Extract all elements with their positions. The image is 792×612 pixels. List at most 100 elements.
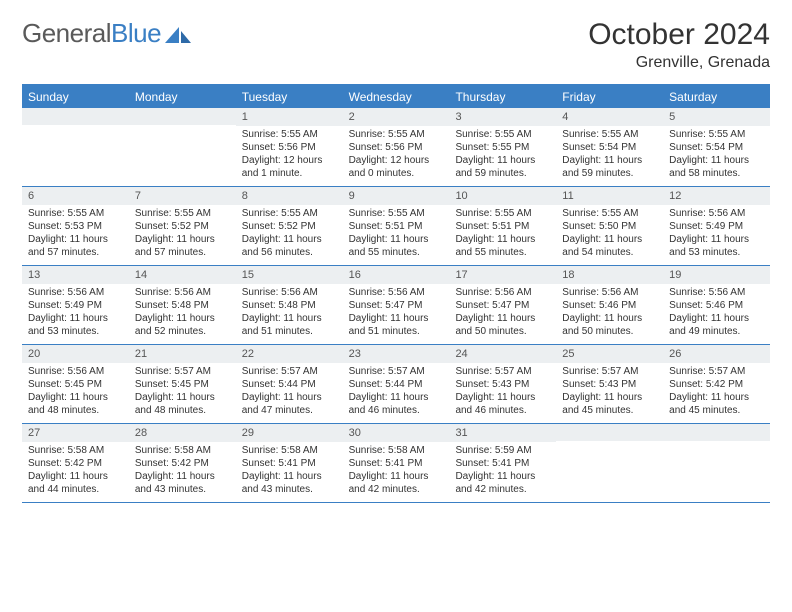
day-cell: 4Sunrise: 5:55 AMSunset: 5:54 PMDaylight… [556,108,663,186]
sunrise-line: Sunrise: 5:55 AM [669,128,764,141]
day-details: Sunrise: 5:57 AMSunset: 5:44 PMDaylight:… [236,363,343,421]
daylight-line: Daylight: 11 hours and 51 minutes. [242,312,337,338]
sunset-line: Sunset: 5:49 PM [28,299,123,312]
day-details: Sunrise: 5:56 AMSunset: 5:48 PMDaylight:… [129,284,236,342]
day-details: Sunrise: 5:55 AMSunset: 5:53 PMDaylight:… [22,205,129,263]
sunrise-line: Sunrise: 5:55 AM [28,207,123,220]
day-details: Sunrise: 5:57 AMSunset: 5:43 PMDaylight:… [449,363,556,421]
sunrise-line: Sunrise: 5:56 AM [242,286,337,299]
day-details: Sunrise: 5:55 AMSunset: 5:52 PMDaylight:… [129,205,236,263]
day-number: 4 [556,108,663,126]
day-details: Sunrise: 5:55 AMSunset: 5:51 PMDaylight:… [343,205,450,263]
day-cell: 30Sunrise: 5:58 AMSunset: 5:41 PMDayligh… [343,424,450,502]
day-number: 11 [556,187,663,205]
sunrise-line: Sunrise: 5:55 AM [562,207,657,220]
dow-friday: Friday [556,86,663,108]
sunrise-line: Sunrise: 5:55 AM [242,128,337,141]
daylight-line: Daylight: 11 hours and 59 minutes. [562,154,657,180]
daylight-line: Daylight: 11 hours and 48 minutes. [28,391,123,417]
day-of-week-row: SundayMondayTuesdayWednesdayThursdayFrid… [22,86,770,108]
day-cell: 10Sunrise: 5:55 AMSunset: 5:51 PMDayligh… [449,187,556,265]
dow-wednesday: Wednesday [343,86,450,108]
daylight-line: Daylight: 11 hours and 47 minutes. [242,391,337,417]
day-number [22,108,129,125]
sunrise-line: Sunrise: 5:57 AM [455,365,550,378]
sunset-line: Sunset: 5:42 PM [135,457,230,470]
logo-text: GeneralBlue [22,18,161,49]
dow-saturday: Saturday [663,86,770,108]
day-cell: 16Sunrise: 5:56 AMSunset: 5:47 PMDayligh… [343,266,450,344]
logo-part2: Blue [111,18,161,48]
day-details: Sunrise: 5:56 AMSunset: 5:47 PMDaylight:… [343,284,450,342]
sunset-line: Sunset: 5:52 PM [242,220,337,233]
day-cell: 20Sunrise: 5:56 AMSunset: 5:45 PMDayligh… [22,345,129,423]
sunrise-line: Sunrise: 5:58 AM [28,444,123,457]
daylight-line: Daylight: 11 hours and 50 minutes. [455,312,550,338]
day-details: Sunrise: 5:56 AMSunset: 5:47 PMDaylight:… [449,284,556,342]
day-cell: 28Sunrise: 5:58 AMSunset: 5:42 PMDayligh… [129,424,236,502]
daylight-line: Daylight: 11 hours and 42 minutes. [455,470,550,496]
daylight-line: Daylight: 11 hours and 52 minutes. [135,312,230,338]
day-cell: 5Sunrise: 5:55 AMSunset: 5:54 PMDaylight… [663,108,770,186]
sunset-line: Sunset: 5:44 PM [349,378,444,391]
day-details: Sunrise: 5:56 AMSunset: 5:48 PMDaylight:… [236,284,343,342]
day-number: 13 [22,266,129,284]
sunrise-line: Sunrise: 5:56 AM [669,207,764,220]
logo-part1: General [22,18,111,48]
empty-cell [663,424,770,502]
day-number: 9 [343,187,450,205]
day-cell: 14Sunrise: 5:56 AMSunset: 5:48 PMDayligh… [129,266,236,344]
daylight-line: Daylight: 11 hours and 43 minutes. [135,470,230,496]
dow-monday: Monday [129,86,236,108]
sunset-line: Sunset: 5:48 PM [242,299,337,312]
dow-tuesday: Tuesday [236,86,343,108]
day-details: Sunrise: 5:55 AMSunset: 5:51 PMDaylight:… [449,205,556,263]
sunset-line: Sunset: 5:47 PM [455,299,550,312]
day-details: Sunrise: 5:56 AMSunset: 5:46 PMDaylight:… [663,284,770,342]
daylight-line: Daylight: 11 hours and 53 minutes. [28,312,123,338]
sunrise-line: Sunrise: 5:55 AM [135,207,230,220]
sunset-line: Sunset: 5:45 PM [135,378,230,391]
sunrise-line: Sunrise: 5:58 AM [135,444,230,457]
sunrise-line: Sunrise: 5:56 AM [349,286,444,299]
sunset-line: Sunset: 5:55 PM [455,141,550,154]
daylight-line: Daylight: 11 hours and 48 minutes. [135,391,230,417]
sunset-line: Sunset: 5:51 PM [455,220,550,233]
day-number: 16 [343,266,450,284]
daylight-line: Daylight: 11 hours and 44 minutes. [28,470,123,496]
daylight-line: Daylight: 11 hours and 46 minutes. [455,391,550,417]
day-cell: 31Sunrise: 5:59 AMSunset: 5:41 PMDayligh… [449,424,556,502]
day-number: 14 [129,266,236,284]
title-block: October 2024 Grenville, Grenada [588,18,770,72]
day-cell: 13 Sunrise: 5:56 AMSunset: 5:49 PMDayligh… [22,266,129,344]
day-details: Sunrise: 5:57 AMSunset: 5:44 PMDaylight:… [343,363,450,421]
daylight-line: Daylight: 11 hours and 53 minutes. [669,233,764,259]
daylight-line: Daylight: 12 hours and 1 minute. [242,154,337,180]
day-cell: 9Sunrise: 5:55 AMSunset: 5:51 PMDaylight… [343,187,450,265]
sunset-line: Sunset: 5:47 PM [349,299,444,312]
day-number: 2 [343,108,450,126]
day-details: Sunrise: 5:55 AMSunset: 5:54 PMDaylight:… [663,126,770,184]
daylight-line: Daylight: 11 hours and 59 minutes. [455,154,550,180]
daylight-line: Daylight: 11 hours and 57 minutes. [135,233,230,259]
day-details: Sunrise: 5:55 AMSunset: 5:52 PMDaylight:… [236,205,343,263]
day-number: 12 [663,187,770,205]
sunrise-line: Sunrise: 5:56 AM [28,286,123,299]
day-number: 24 [449,345,556,363]
header: GeneralBlue October 2024 Grenville, Gren… [22,18,770,72]
sunset-line: Sunset: 5:41 PM [242,457,337,470]
day-number: 5 [663,108,770,126]
sunrise-line: Sunrise: 5:57 AM [562,365,657,378]
day-details: Sunrise: 5:58 AMSunset: 5:41 PMDaylight:… [236,442,343,500]
day-number: 17 [449,266,556,284]
sunrise-line: Sunrise: 5:55 AM [242,207,337,220]
day-cell: 7Sunrise: 5:55 AMSunset: 5:52 PMDaylight… [129,187,236,265]
daylight-line: Daylight: 11 hours and 54 minutes. [562,233,657,259]
daylight-line: Daylight: 11 hours and 49 minutes. [669,312,764,338]
day-details: Sunrise: 5:58 AMSunset: 5:42 PMDaylight:… [129,442,236,500]
sunset-line: Sunset: 5:42 PM [669,378,764,391]
month-title: October 2024 [588,18,770,52]
day-cell: 23Sunrise: 5:57 AMSunset: 5:44 PMDayligh… [343,345,450,423]
sunrise-line: Sunrise: 5:57 AM [135,365,230,378]
day-details: Sunrise: 5:56 AMSunset: 5:46 PMDaylight:… [556,284,663,342]
